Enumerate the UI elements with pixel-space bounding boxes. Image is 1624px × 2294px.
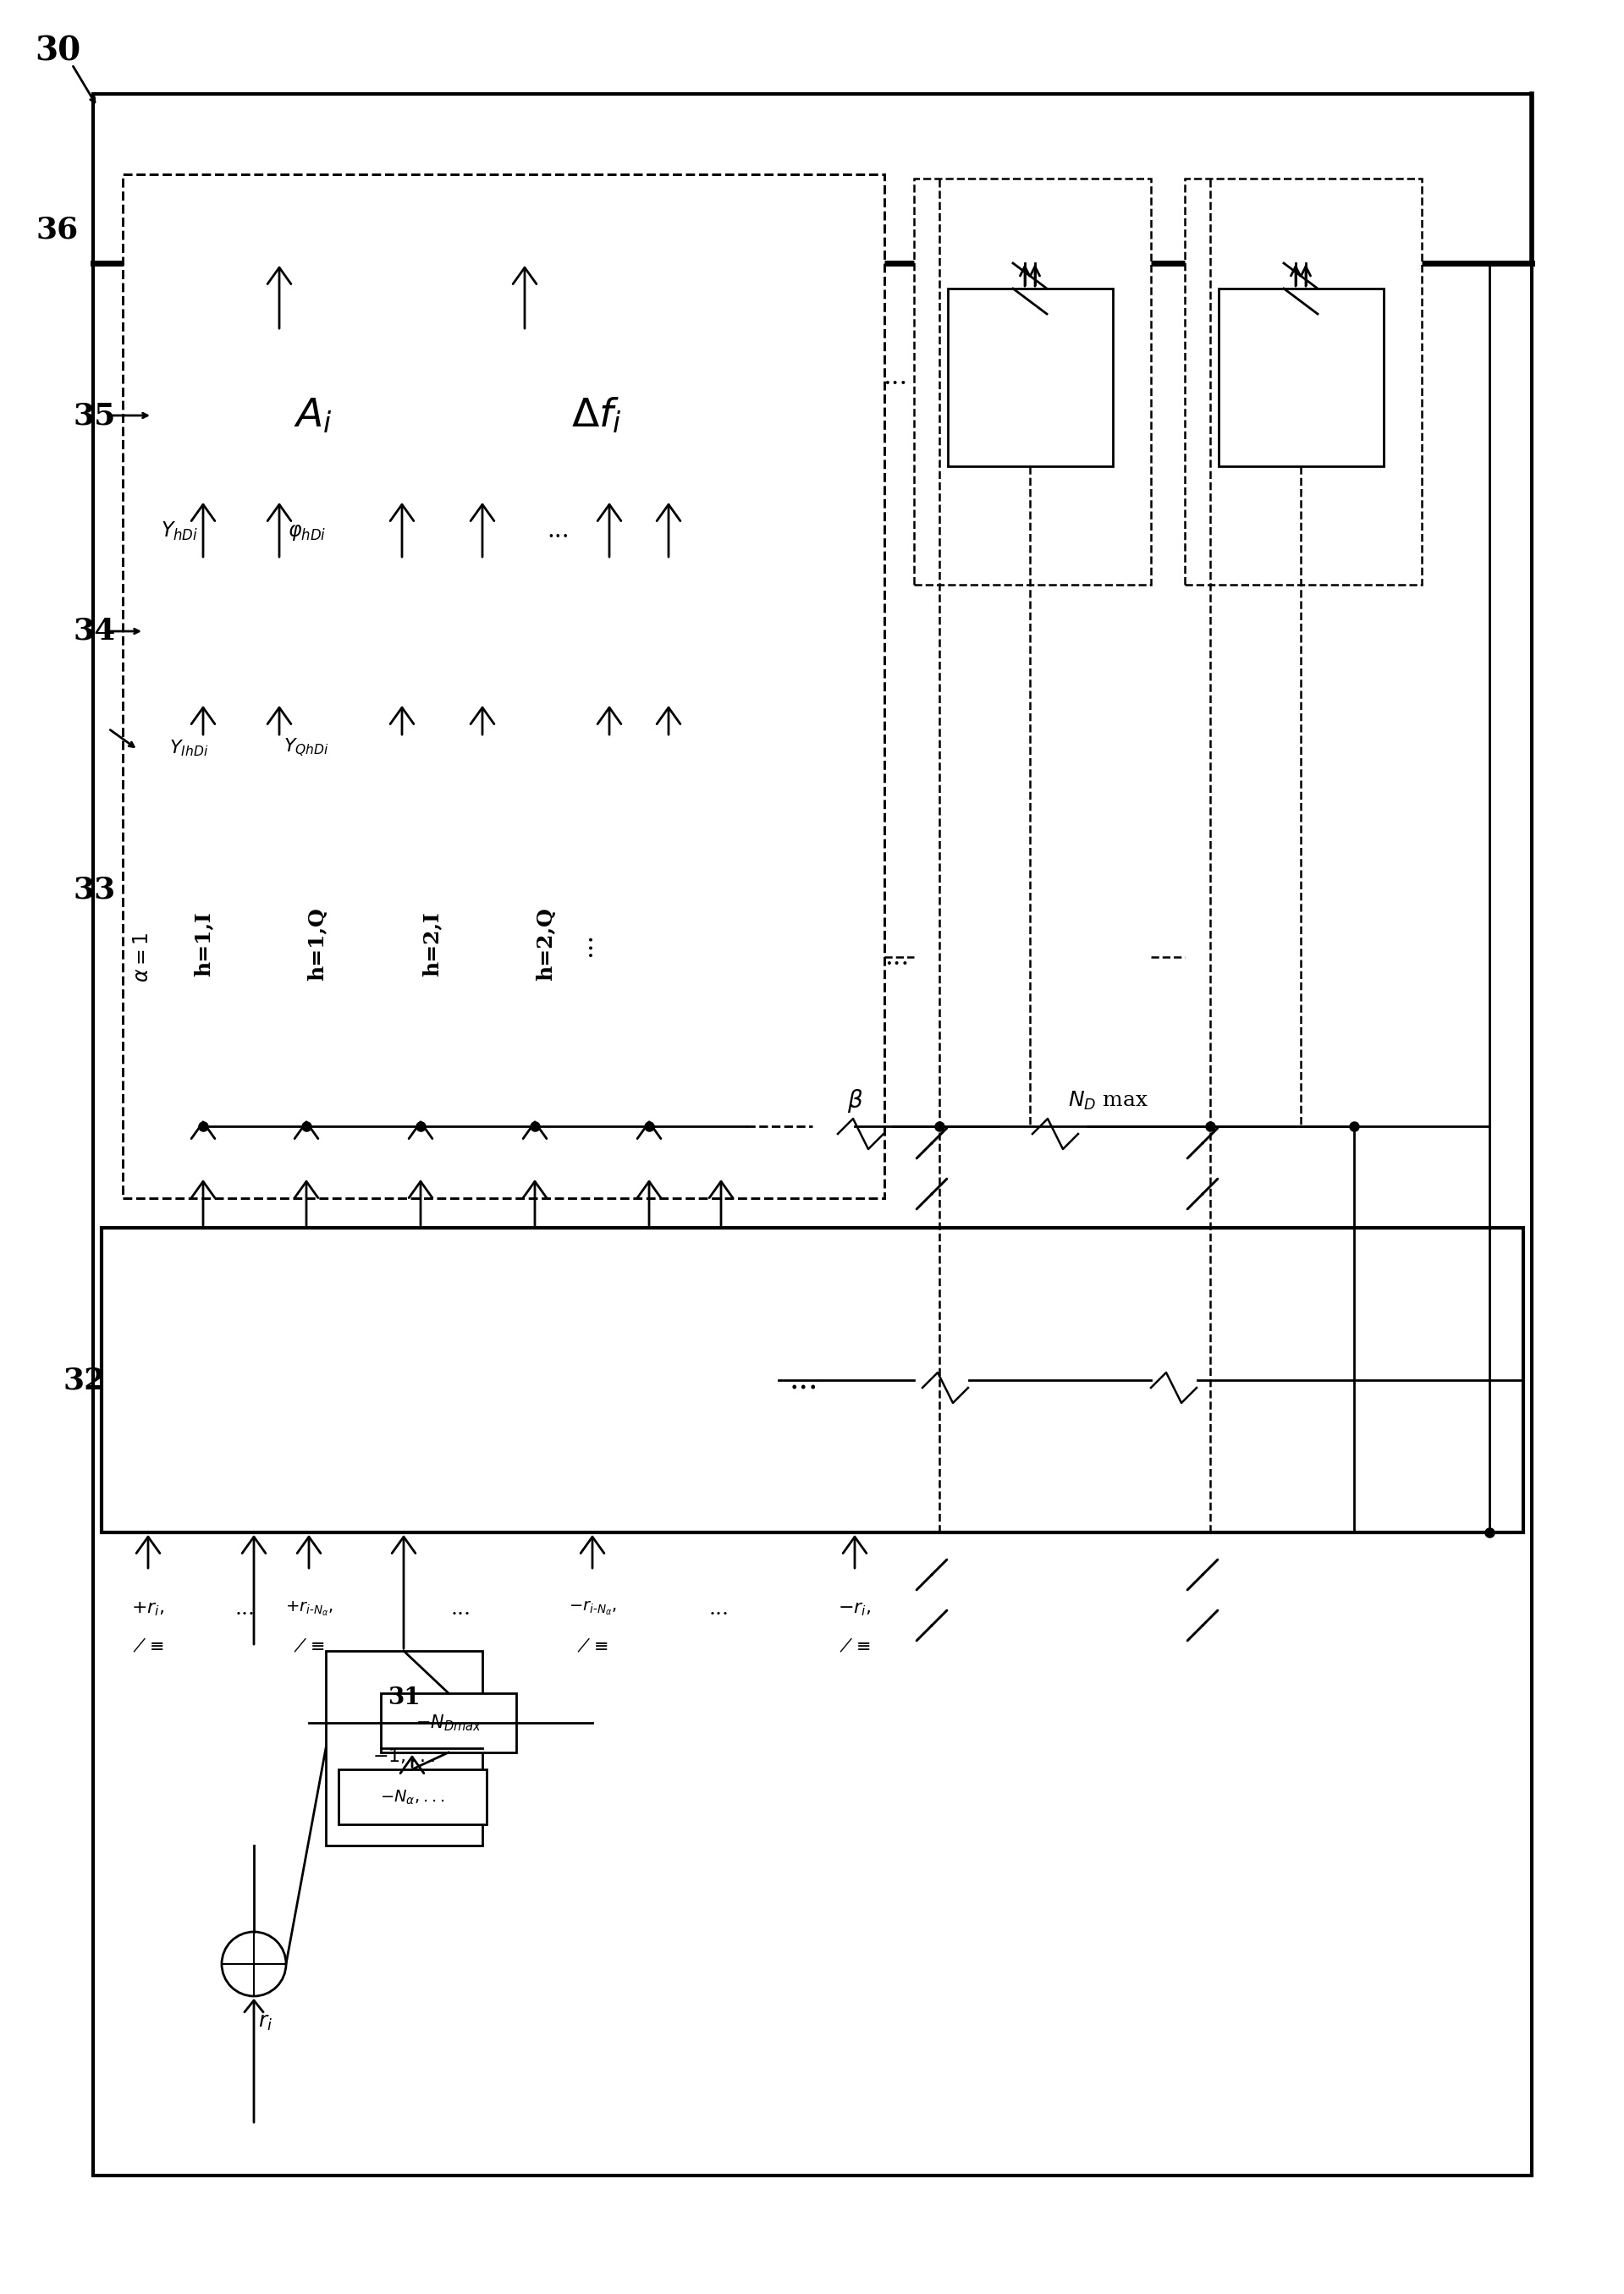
Bar: [499, 771, 593, 1117]
Text: h=2,I: h=2,I: [422, 913, 442, 977]
Bar: [351, 560, 516, 704]
Bar: [156, 771, 250, 1117]
Bar: [132, 736, 851, 1177]
Text: $\not\equiv$: $\not\equiv$: [294, 1638, 325, 1656]
Text: ...: ...: [235, 1599, 255, 1617]
Text: $\alpha = 1$: $\alpha = 1$: [133, 931, 153, 982]
Text: $Y_{IhDi}$: $Y_{IhDi}$: [169, 739, 208, 759]
Bar: [148, 560, 313, 704]
Bar: [326, 1652, 482, 1847]
Bar: [380, 1693, 516, 1753]
Bar: [1218, 289, 1384, 466]
Text: ...: ...: [710, 1599, 729, 1617]
Text: h=2,Q: h=2,Q: [536, 908, 555, 982]
Text: $\varphi_{hDi}$: $\varphi_{hDi}$: [287, 523, 326, 541]
Text: $r_i$: $r_i$: [258, 2014, 273, 2032]
Text: ...: ...: [883, 365, 908, 390]
Text: $N_D$ max: $N_D$ max: [1069, 1090, 1148, 1113]
Text: h=1,Q: h=1,Q: [307, 908, 328, 982]
Text: $-1,...$: $-1,...$: [372, 1748, 435, 1766]
Text: $Y_{hDi}$: $Y_{hDi}$: [161, 521, 198, 541]
Text: $\not\equiv$: $\not\equiv$: [577, 1638, 607, 1656]
Text: $\not\equiv$: $\not\equiv$: [840, 1638, 870, 1656]
Bar: [148, 330, 791, 500]
Text: $Y_{QhDi}$: $Y_{QhDi}$: [284, 736, 330, 759]
Text: ...: ...: [885, 943, 909, 970]
Text: 31: 31: [388, 1686, 421, 1709]
Text: 34: 34: [73, 617, 115, 645]
Bar: [338, 1769, 487, 1824]
Text: 30: 30: [34, 34, 81, 69]
Text: $-N_{\alpha},...$: $-N_{\alpha},...$: [380, 1789, 445, 1805]
Text: ...: ...: [451, 1599, 471, 1617]
Text: 35: 35: [73, 401, 115, 429]
Text: $\beta$: $\beta$: [846, 1087, 862, 1115]
Text: $\not\equiv$: $\not\equiv$: [133, 1638, 164, 1656]
Bar: [102, 1227, 1523, 1532]
Text: h=1,I: h=1,I: [193, 913, 213, 977]
Text: $+r_{i\text{-}N_\alpha},$: $+r_{i\text{-}N_\alpha},$: [284, 1599, 333, 1617]
Bar: [385, 771, 477, 1117]
Text: ...: ...: [547, 518, 570, 541]
Text: $\Delta f_i$: $\Delta f_i$: [572, 397, 622, 436]
Bar: [948, 289, 1112, 466]
Bar: [93, 94, 1531, 2175]
Bar: [123, 174, 885, 1197]
Bar: [1186, 179, 1421, 585]
Text: $A_i$: $A_i$: [294, 397, 333, 436]
Text: ...: ...: [570, 931, 598, 957]
Bar: [554, 560, 719, 704]
Text: ...: ...: [789, 1365, 818, 1395]
Text: 33: 33: [73, 874, 115, 904]
Bar: [614, 771, 706, 1117]
Bar: [914, 179, 1151, 585]
Text: $-r_{i\text{-}N_\alpha},$: $-r_{i\text{-}N_\alpha},$: [568, 1599, 617, 1617]
Text: 36: 36: [36, 216, 80, 243]
Text: 32: 32: [63, 1365, 106, 1395]
Text: $+r_i,$: $+r_i,$: [132, 1599, 166, 1617]
Text: $-r_i,$: $-r_i,$: [838, 1599, 872, 1617]
Bar: [271, 771, 364, 1117]
Text: $-N_{Dmax}$: $-N_{Dmax}$: [416, 1714, 482, 1732]
